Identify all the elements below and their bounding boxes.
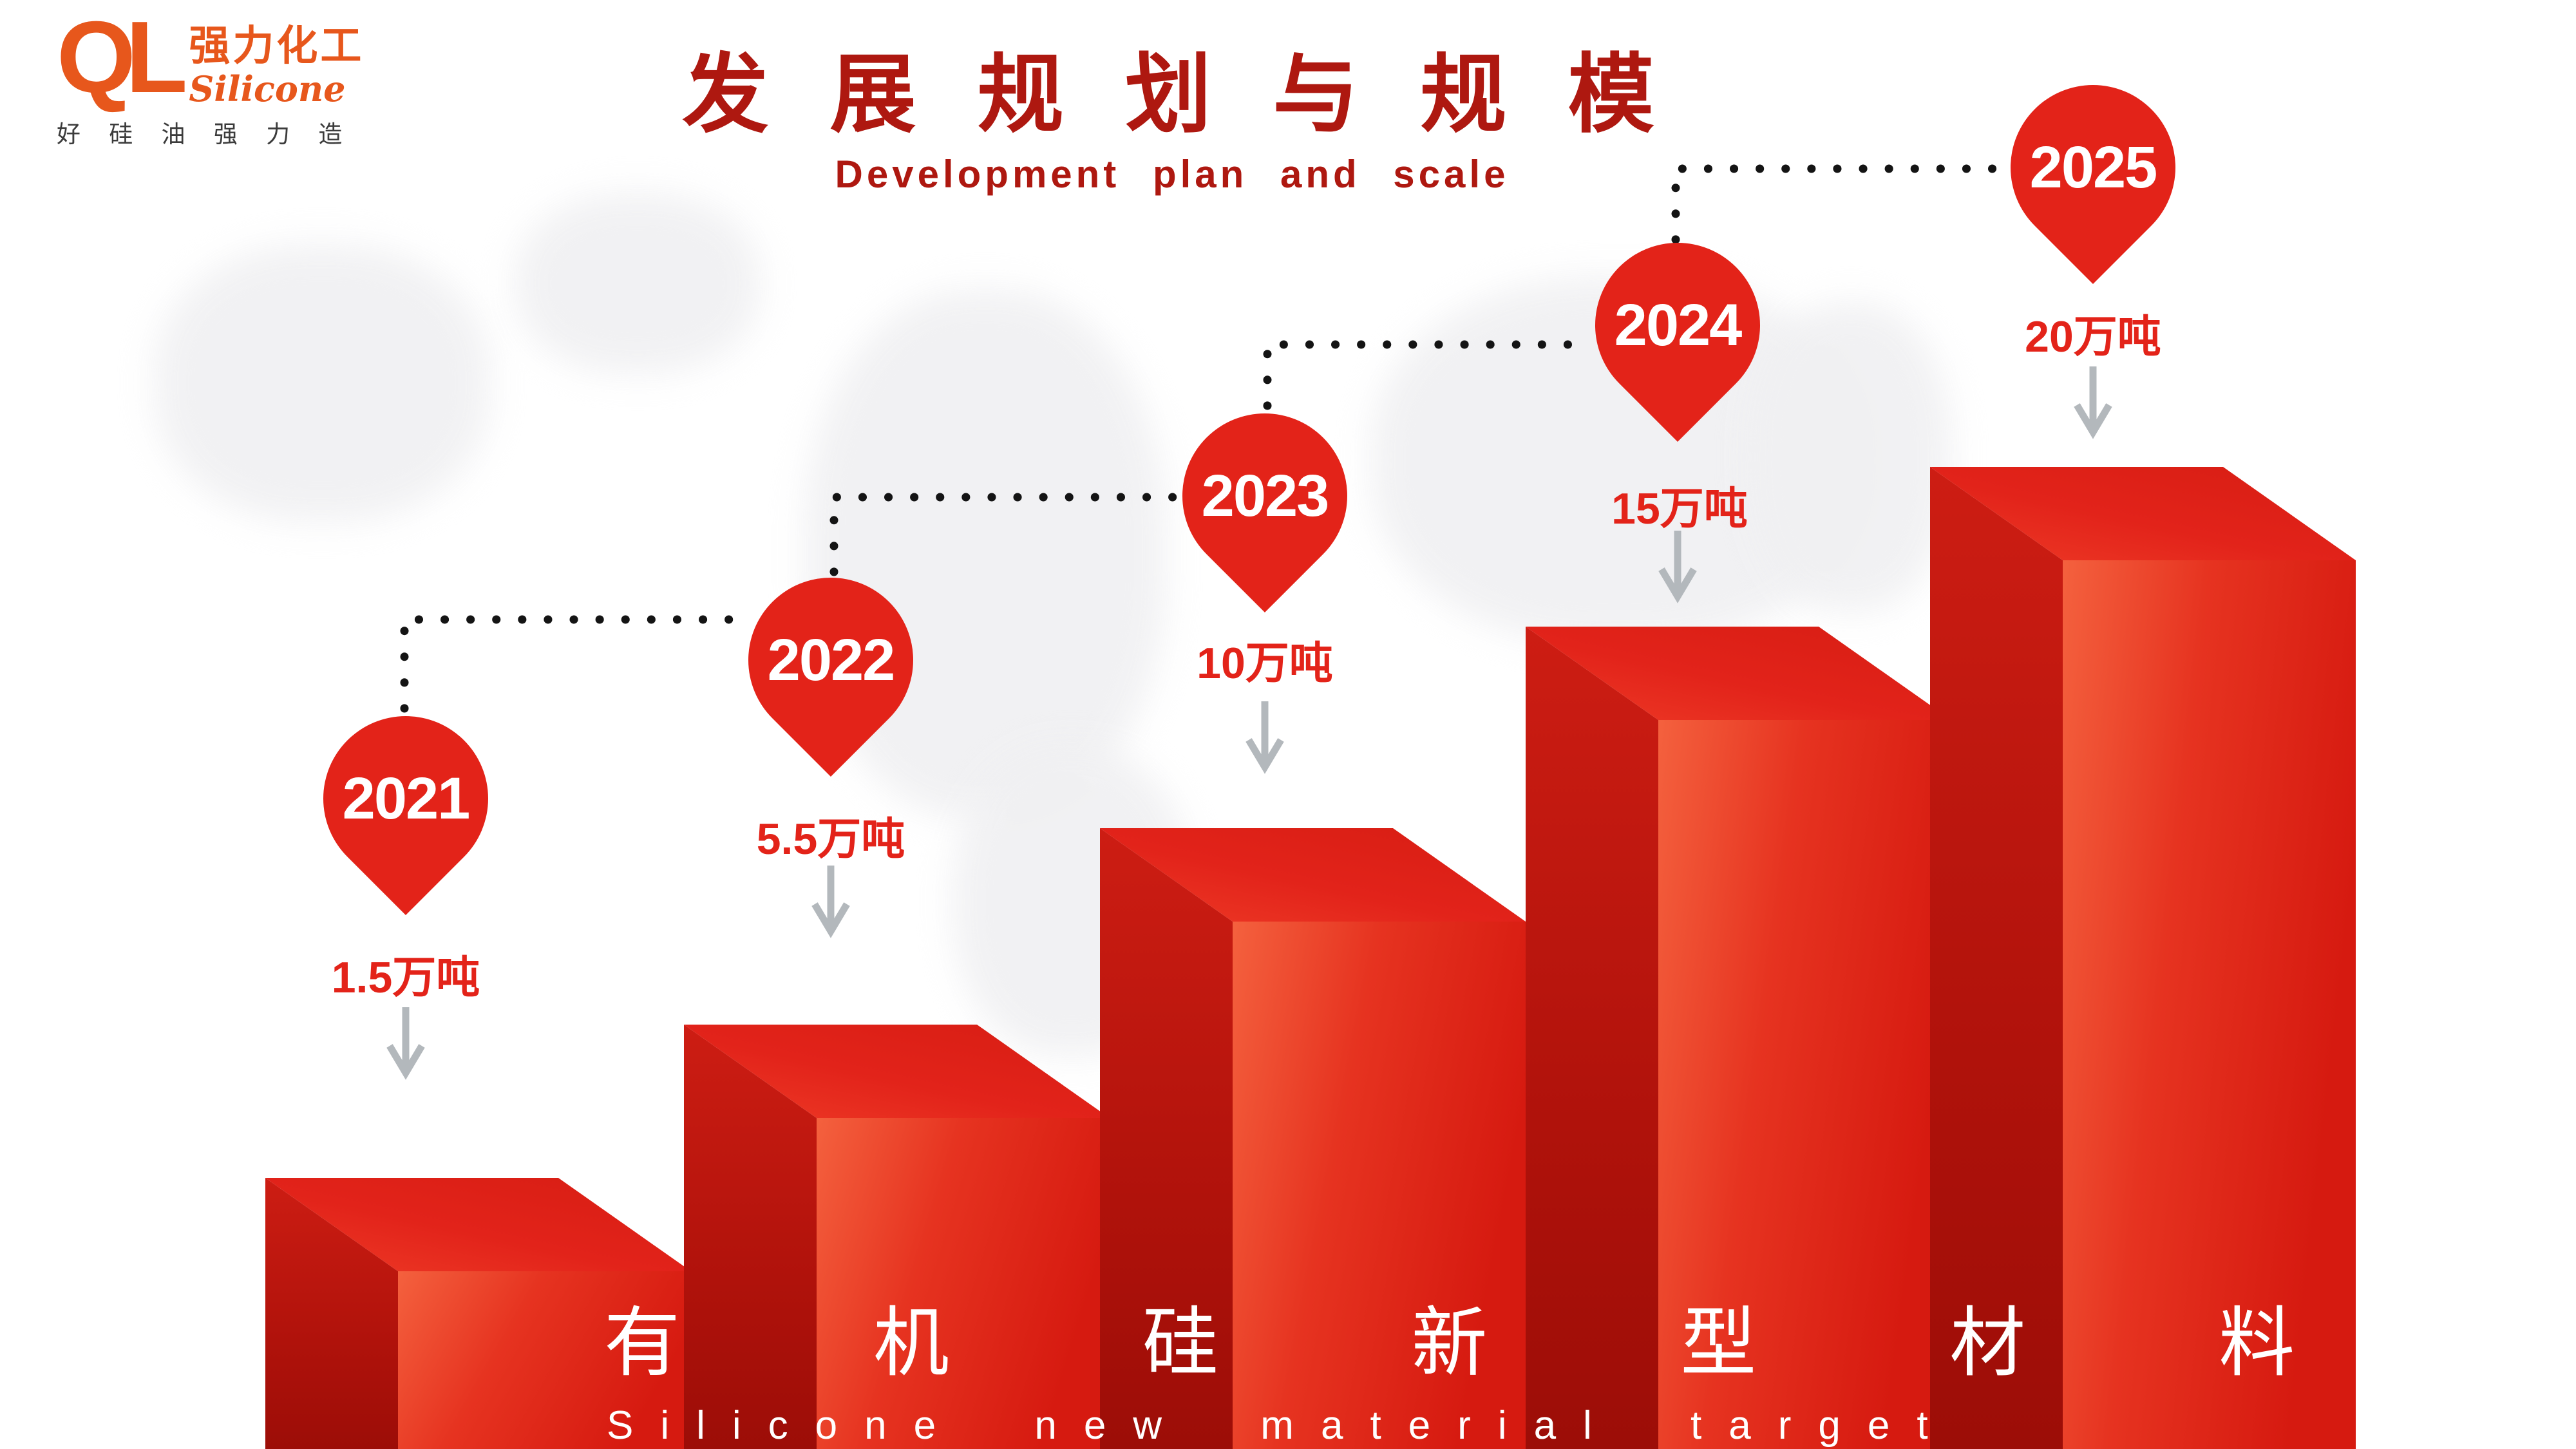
world-map-blob	[155, 245, 489, 522]
world-map-blob	[515, 193, 760, 374]
logo-company-name: 强力化工	[189, 23, 365, 69]
connector-dotted-line-2024-2025	[1671, 164, 2011, 244]
down-arrow-icon	[1657, 528, 1698, 612]
footer-headline-cn: 有 机 硅 新 型 材 料 目 标	[604, 1301, 2576, 1386]
year-pin-2024: 2024	[1560, 208, 1795, 442]
page-title: 发 展 规 划 与 规 模	[682, 47, 1681, 143]
logo-monogram-icon: QL	[57, 1, 187, 114]
bar-2023	[1100, 828, 1526, 1449]
world-map-blob	[1752, 303, 1951, 612]
company-logo: QL 强力化工 Silicone 好 硅 油 强 力 造	[57, 1, 366, 149]
down-arrow-icon	[2072, 364, 2114, 448]
target-value-label: 5.5万吨	[756, 815, 905, 864]
pin-year-label: 2023	[1201, 462, 1329, 529]
bar-2025	[1930, 467, 2356, 1449]
pin-year-label: 2022	[767, 627, 895, 693]
year-pin-2022: 2022	[714, 543, 948, 777]
down-arrow-icon	[810, 863, 851, 947]
target-value-label: 15万吨	[1611, 484, 1748, 533]
bar-2021	[265, 1178, 691, 1449]
down-arrow-icon	[385, 1005, 426, 1088]
target-value-label: 1.5万吨	[331, 953, 480, 1002]
pin-year-label: 2021	[342, 765, 469, 831]
page-subtitle: Development plan and scale	[835, 153, 1510, 196]
footer-headline-en: Silicone new material target	[607, 1403, 1955, 1448]
target-value-label: 20万吨	[2025, 312, 2161, 361]
bar-2022	[684, 1025, 1110, 1449]
year-pin-2021: 2021	[289, 681, 523, 916]
bar-2024	[1526, 627, 1951, 1449]
pin-year-label: 2024	[1614, 292, 1741, 358]
logo-brand-script: Silicone	[189, 68, 346, 109]
connector-dotted-line-2022-2023	[829, 493, 1183, 576]
down-arrow-icon	[1244, 699, 1285, 782]
year-pin-2025: 2025	[1976, 50, 2210, 285]
pin-year-label: 2025	[2029, 134, 2157, 200]
logo-tagline: 好 硅 油 强 力 造	[57, 121, 354, 147]
target-value-label: 10万吨	[1197, 639, 1333, 688]
year-pin-2023: 2023	[1148, 379, 1382, 613]
header: 发 展 规 划 与 规 模 Development plan and scale	[657, 50, 1687, 196]
connector-dotted-line-2021-2022	[400, 615, 748, 713]
